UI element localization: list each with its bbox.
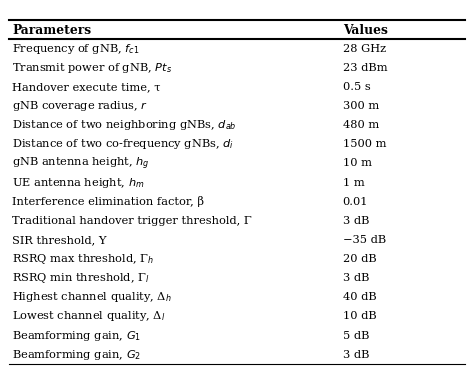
Text: Interference elimination factor, β: Interference elimination factor, β: [12, 196, 204, 207]
Text: UE antenna height, $h_m$: UE antenna height, $h_m$: [12, 176, 145, 190]
Text: Beamforming gain, $G_1$: Beamforming gain, $G_1$: [12, 329, 142, 343]
Text: 300 m: 300 m: [343, 101, 379, 111]
Text: 1 m: 1 m: [343, 177, 365, 188]
Text: 0.5 s: 0.5 s: [343, 82, 371, 92]
Text: 3 dB: 3 dB: [343, 350, 369, 360]
Text: Beamforming gain, $G_2$: Beamforming gain, $G_2$: [12, 348, 142, 362]
Text: 40 dB: 40 dB: [343, 292, 376, 302]
Text: 23 dBm: 23 dBm: [343, 63, 387, 73]
Text: 1500 m: 1500 m: [343, 139, 386, 149]
Text: gNB coverage radius, $r$: gNB coverage radius, $r$: [12, 99, 148, 113]
Text: RSRQ max threshold, Γ$_h$: RSRQ max threshold, Γ$_h$: [12, 252, 155, 266]
Text: 480 m: 480 m: [343, 120, 379, 130]
Text: Values: Values: [343, 24, 388, 36]
Text: Frequency of gNB, $f_{c1}$: Frequency of gNB, $f_{c1}$: [12, 42, 140, 56]
Text: Highest channel quality, Δ$_h$: Highest channel quality, Δ$_h$: [12, 290, 172, 304]
Text: 28 GHz: 28 GHz: [343, 44, 386, 54]
Text: Parameters: Parameters: [12, 24, 91, 36]
Text: 3 dB: 3 dB: [343, 216, 369, 226]
Text: 3 dB: 3 dB: [343, 273, 369, 283]
Text: 5 dB: 5 dB: [343, 330, 369, 341]
Text: Distance of two neighboring gNBs, $d_{ab}$: Distance of two neighboring gNBs, $d_{ab…: [12, 118, 237, 132]
Text: 0.01: 0.01: [343, 197, 368, 207]
Text: Traditional handover trigger threshold, Γ: Traditional handover trigger threshold, …: [12, 216, 252, 226]
Text: 20 dB: 20 dB: [343, 254, 376, 264]
Text: Lowest channel quality, Δ$_l$: Lowest channel quality, Δ$_l$: [12, 309, 166, 323]
Text: gNB antenna height, $h_g$: gNB antenna height, $h_g$: [12, 155, 150, 171]
Text: Handover execute time, τ: Handover execute time, τ: [12, 82, 161, 92]
Text: SIR threshold, Y: SIR threshold, Y: [12, 235, 107, 245]
Text: 10 dB: 10 dB: [343, 311, 376, 322]
Text: 10 m: 10 m: [343, 158, 372, 169]
Text: Transmit power of gNB, $Pt_s$: Transmit power of gNB, $Pt_s$: [12, 61, 173, 75]
Text: −35 dB: −35 dB: [343, 235, 386, 245]
Text: Distance of two co-frequency gNBs, $d_i$: Distance of two co-frequency gNBs, $d_i$: [12, 137, 234, 151]
Text: RSRQ min threshold, Γ$_l$: RSRQ min threshold, Γ$_l$: [12, 271, 150, 285]
